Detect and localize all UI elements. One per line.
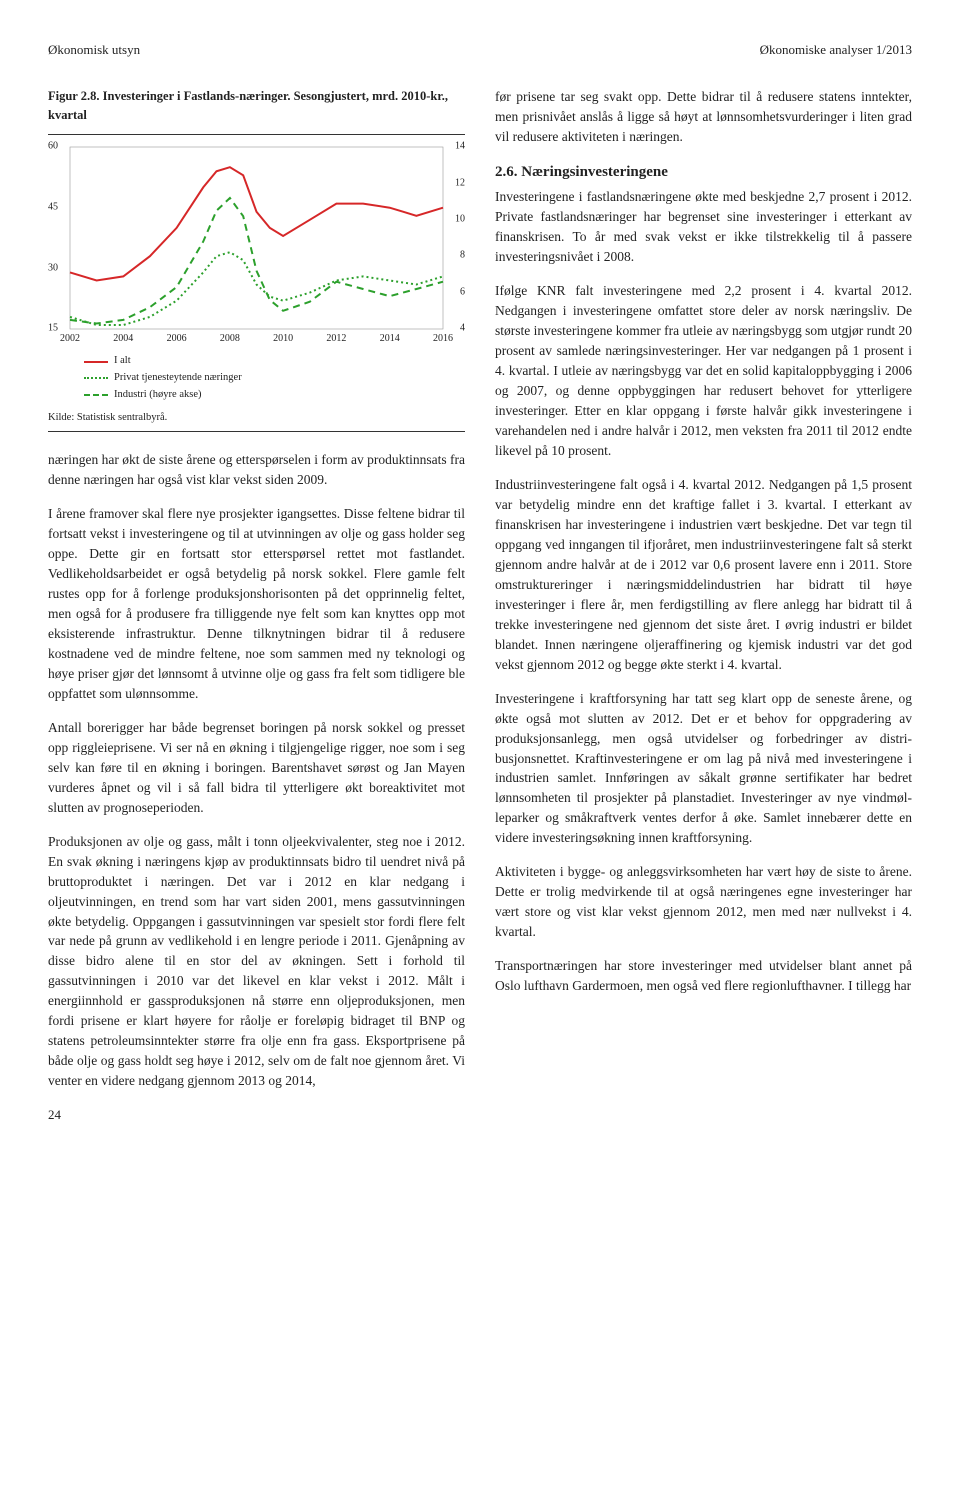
figure-caption: Figur 2.8. Investeringer i Fastlands-nær… [48,87,465,124]
left-column: Figur 2.8. Investeringer i Fastlands-nær… [48,87,465,1124]
body-paragraph: før prisene tar seg svakt opp. Dette bid… [495,87,912,147]
body-paragraph: Produksjonen av olje og gass, målt i ton… [48,832,465,1092]
legend-label: Industri (høyre akse) [114,387,201,404]
line-chart: 1530456046810121420022004200620082010201… [48,143,465,333]
body-paragraph: Ifølge KNR falt investeringene med 2,2 p… [495,281,912,461]
header-right: Økonomiske analyser 1/2013 [760,40,912,59]
left-body-text: næringen har økt de siste årene og etter… [48,450,465,1091]
legend-item: I alt [84,353,465,370]
body-paragraph: Aktiviteten i bygge- og anleggsvirksomhe… [495,862,912,942]
legend-item: Industri (høyre akse) [84,387,465,404]
header-left: Økonomisk utsyn [48,40,140,59]
body-paragraph: næringen har økt de siste årene og etter… [48,450,465,490]
body-paragraph: Investeringene i fastlandsnæringene økte… [495,187,912,267]
right-column: før prisene tar seg svakt opp. Dette bid… [495,87,912,1124]
two-column-layout: Figur 2.8. Investeringer i Fastlands-nær… [48,87,912,1124]
body-paragraph: I årene framover skal flere nye prosjekt… [48,504,465,704]
legend-label: I alt [114,353,131,370]
right-body-text: Investeringene i fastlandsnæringene økte… [495,187,912,996]
body-paragraph: Industriinvesteringene falt også i 4. kv… [495,475,912,675]
legend-swatch [84,377,108,379]
legend-item: Privat tjenesteytende næringer [84,370,465,387]
figure-source: Kilde: Statistisk sentralbyrå. [48,410,465,426]
section-number: 2.6. [495,164,518,180]
section-title: Næringsinvesteringene [521,164,668,180]
section-heading: 2.6. Næringsinvesteringene [495,161,912,183]
body-paragraph: Transportnæringen har store investeringe… [495,956,912,996]
chart-legend: I altPrivat tjenesteytende næringerIndus… [48,353,465,403]
body-paragraph: Investeringene i kraftforsyning har tatt… [495,689,912,849]
figure-box: 1530456046810121420022004200620082010201… [48,134,465,432]
legend-swatch [84,394,108,396]
body-paragraph: Antall borerigger har både begrenset bor… [48,718,465,818]
legend-label: Privat tjenesteytende næringer [114,370,242,387]
legend-swatch [84,361,108,363]
page-number: 24 [48,1105,465,1124]
page-header: Økonomisk utsyn Økonomiske analyser 1/20… [48,40,912,59]
